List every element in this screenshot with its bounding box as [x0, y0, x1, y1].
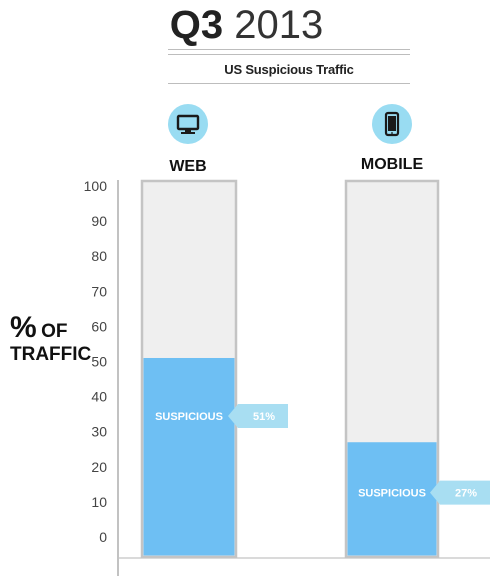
- bar-mobile: [347, 442, 437, 556]
- title-rule-double: [168, 54, 410, 55]
- y-tick-label-10: 10: [91, 494, 107, 510]
- y-tick-label-40: 40: [91, 389, 107, 405]
- y-tick-label-70: 70: [91, 283, 107, 299]
- subtitle-rule: [168, 83, 410, 84]
- bar-series-label-mobile: SUSPICIOUS: [358, 488, 426, 500]
- title-rule-top: [168, 49, 410, 50]
- y-tick-label-50: 50: [91, 354, 107, 370]
- y-tick-label-100: 100: [84, 178, 108, 194]
- y-tick-label-80: 80: [91, 248, 107, 264]
- mobile-icon-badge: [372, 104, 412, 144]
- category-label-web: WEB: [169, 158, 207, 175]
- y-tick-label-30: 30: [91, 424, 107, 440]
- value-label-web: 51%: [253, 411, 275, 423]
- category-label-mobile: MOBILE: [360, 156, 424, 173]
- title-quarter: Q3: [169, 3, 224, 47]
- y-tick-label-90: 90: [91, 213, 107, 229]
- y-axis-title: % OF TRAFFIC: [10, 311, 92, 366]
- monitor-icon: [176, 114, 200, 134]
- y-tick-label-20: 20: [91, 459, 107, 475]
- bar-series-label-web: SUSPICIOUS: [155, 411, 223, 423]
- y-axis-title-traffic: TRAFFIC: [10, 344, 92, 365]
- y-tick-label-0: 0: [99, 529, 107, 545]
- chart-subtitle: US Suspicious Traffic: [224, 62, 354, 77]
- value-callout-mobile: [430, 480, 490, 505]
- y-tick-label-60: 60: [91, 318, 107, 334]
- smartphone-icon: [384, 111, 400, 137]
- bar-web: [143, 357, 235, 556]
- y-axis-title-percent: %: [10, 311, 37, 344]
- value-callout-web: [228, 404, 288, 428]
- web-icon-badge: [168, 104, 208, 144]
- page-title: Q3 2013: [0, 2, 493, 48]
- y-axis-title-of: OF: [41, 321, 68, 342]
- value-label-mobile: 27%: [455, 488, 477, 500]
- title-year: 2013: [234, 3, 324, 47]
